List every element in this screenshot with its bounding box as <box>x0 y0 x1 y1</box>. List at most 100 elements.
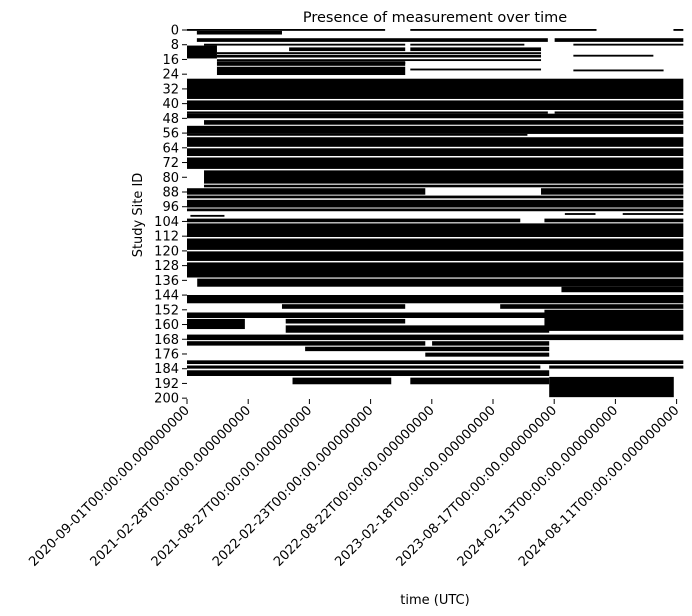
presence-cell <box>187 312 548 319</box>
presence-cell <box>541 188 684 195</box>
presence-cell <box>197 278 684 287</box>
presence-cell <box>187 78 684 99</box>
presence-cell <box>500 304 684 309</box>
presence-cell <box>196 38 548 42</box>
y-tick-label: 152 <box>154 303 179 318</box>
presence-cell <box>204 184 684 188</box>
y-tick-label: 88 <box>162 185 179 200</box>
presence-cell <box>216 54 542 58</box>
presence-cell <box>334 62 406 64</box>
presence-cell <box>564 213 596 215</box>
y-tick-label: 192 <box>154 377 179 392</box>
presence-cell <box>187 223 684 238</box>
y-tick-label: 24 <box>162 68 179 83</box>
presence-cell <box>544 218 684 223</box>
presence-cell <box>187 318 245 330</box>
presence-cell <box>554 38 684 42</box>
presence-cell <box>190 214 225 217</box>
y-tick-label: 64 <box>162 141 179 156</box>
presence-cell <box>216 59 542 62</box>
presence-cell <box>289 47 406 52</box>
presence-cell <box>187 365 541 369</box>
y-tick-label: 0 <box>171 24 179 39</box>
presence-cell <box>187 238 684 250</box>
presence-cell <box>432 341 550 346</box>
y-tick-label: 56 <box>162 127 179 142</box>
presence-cell <box>196 30 282 35</box>
y-tick-label: 168 <box>154 333 179 348</box>
y-axis: 0816243240485664728088961041121201281361… <box>154 24 187 407</box>
presence-cell <box>187 45 217 59</box>
presence-cell <box>573 43 684 46</box>
presence-cell <box>544 309 684 331</box>
presence-cell <box>410 43 525 46</box>
presence-cell <box>410 68 542 71</box>
presence-cell <box>216 52 542 55</box>
presence-cell <box>187 133 528 136</box>
presence-cell <box>187 294 684 304</box>
y-tick-label: 176 <box>154 347 179 362</box>
presence-cell <box>622 213 684 215</box>
y-tick-label: 96 <box>162 200 179 215</box>
presence-cell <box>187 125 684 134</box>
presence-cell <box>187 208 684 212</box>
y-tick-label: 120 <box>154 244 179 259</box>
presence-cell <box>573 69 664 72</box>
presence-cell <box>187 100 684 110</box>
y-tick-label: 40 <box>162 97 179 112</box>
y-tick-label: 112 <box>154 230 179 245</box>
presence-cell <box>216 61 406 66</box>
presence-cell <box>187 113 684 119</box>
y-tick-label: 144 <box>154 289 179 304</box>
presence-cell <box>187 148 684 157</box>
presence-cell <box>187 251 684 261</box>
y-tick-label: 8 <box>171 38 179 53</box>
presence-cell <box>216 66 406 76</box>
presence-cell <box>204 120 684 125</box>
presence-cell <box>549 365 684 369</box>
presence-cell <box>673 29 684 31</box>
presence-cell <box>281 304 406 309</box>
presence-cell <box>187 157 684 169</box>
presence-cell <box>410 29 597 31</box>
y-tick-label: 128 <box>154 259 179 274</box>
presence-cell <box>187 262 684 278</box>
presence-cell <box>187 360 684 365</box>
presence-cell <box>410 47 542 52</box>
presence-cell <box>292 377 392 385</box>
y-tick-label: 32 <box>162 82 179 97</box>
y-tick-label: 72 <box>162 156 179 171</box>
presence-cell <box>187 218 521 223</box>
y-tick-label: 200 <box>154 392 179 407</box>
presence-cell <box>187 188 426 195</box>
y-tick-label: 104 <box>154 215 179 230</box>
presence-cell <box>285 325 550 333</box>
presence-cell <box>187 199 684 208</box>
y-tick-label: 184 <box>154 362 179 377</box>
x-axis: 2020-09-01T00:00:00.0000000002021-02-28T… <box>26 399 682 570</box>
y-tick-label: 160 <box>154 318 179 333</box>
presence-cell <box>187 137 684 147</box>
y-tick-label: 80 <box>162 171 179 186</box>
y-tick-label: 48 <box>162 112 179 127</box>
y-tick-label: 16 <box>162 53 179 68</box>
y-axis-label: Study Site ID <box>131 173 146 258</box>
chart-title: Presence of measurement over time <box>303 10 567 26</box>
presence-cell <box>285 318 406 324</box>
presence-cell <box>410 377 550 385</box>
presence-cell <box>187 370 550 376</box>
heatmap-cells <box>187 29 684 398</box>
presence-cell <box>573 54 654 57</box>
presence-cell <box>425 352 550 357</box>
presence-cell <box>554 111 684 114</box>
x-axis-label: time (UTC) <box>400 593 469 608</box>
presence-cell <box>187 195 684 199</box>
presence-cell <box>561 286 684 293</box>
presence-cell <box>187 341 426 346</box>
y-tick-label: 136 <box>154 274 179 289</box>
presence-cell <box>187 29 386 31</box>
presence-cell <box>204 170 684 184</box>
presence-cell <box>187 334 684 341</box>
presence-cell <box>549 376 674 398</box>
